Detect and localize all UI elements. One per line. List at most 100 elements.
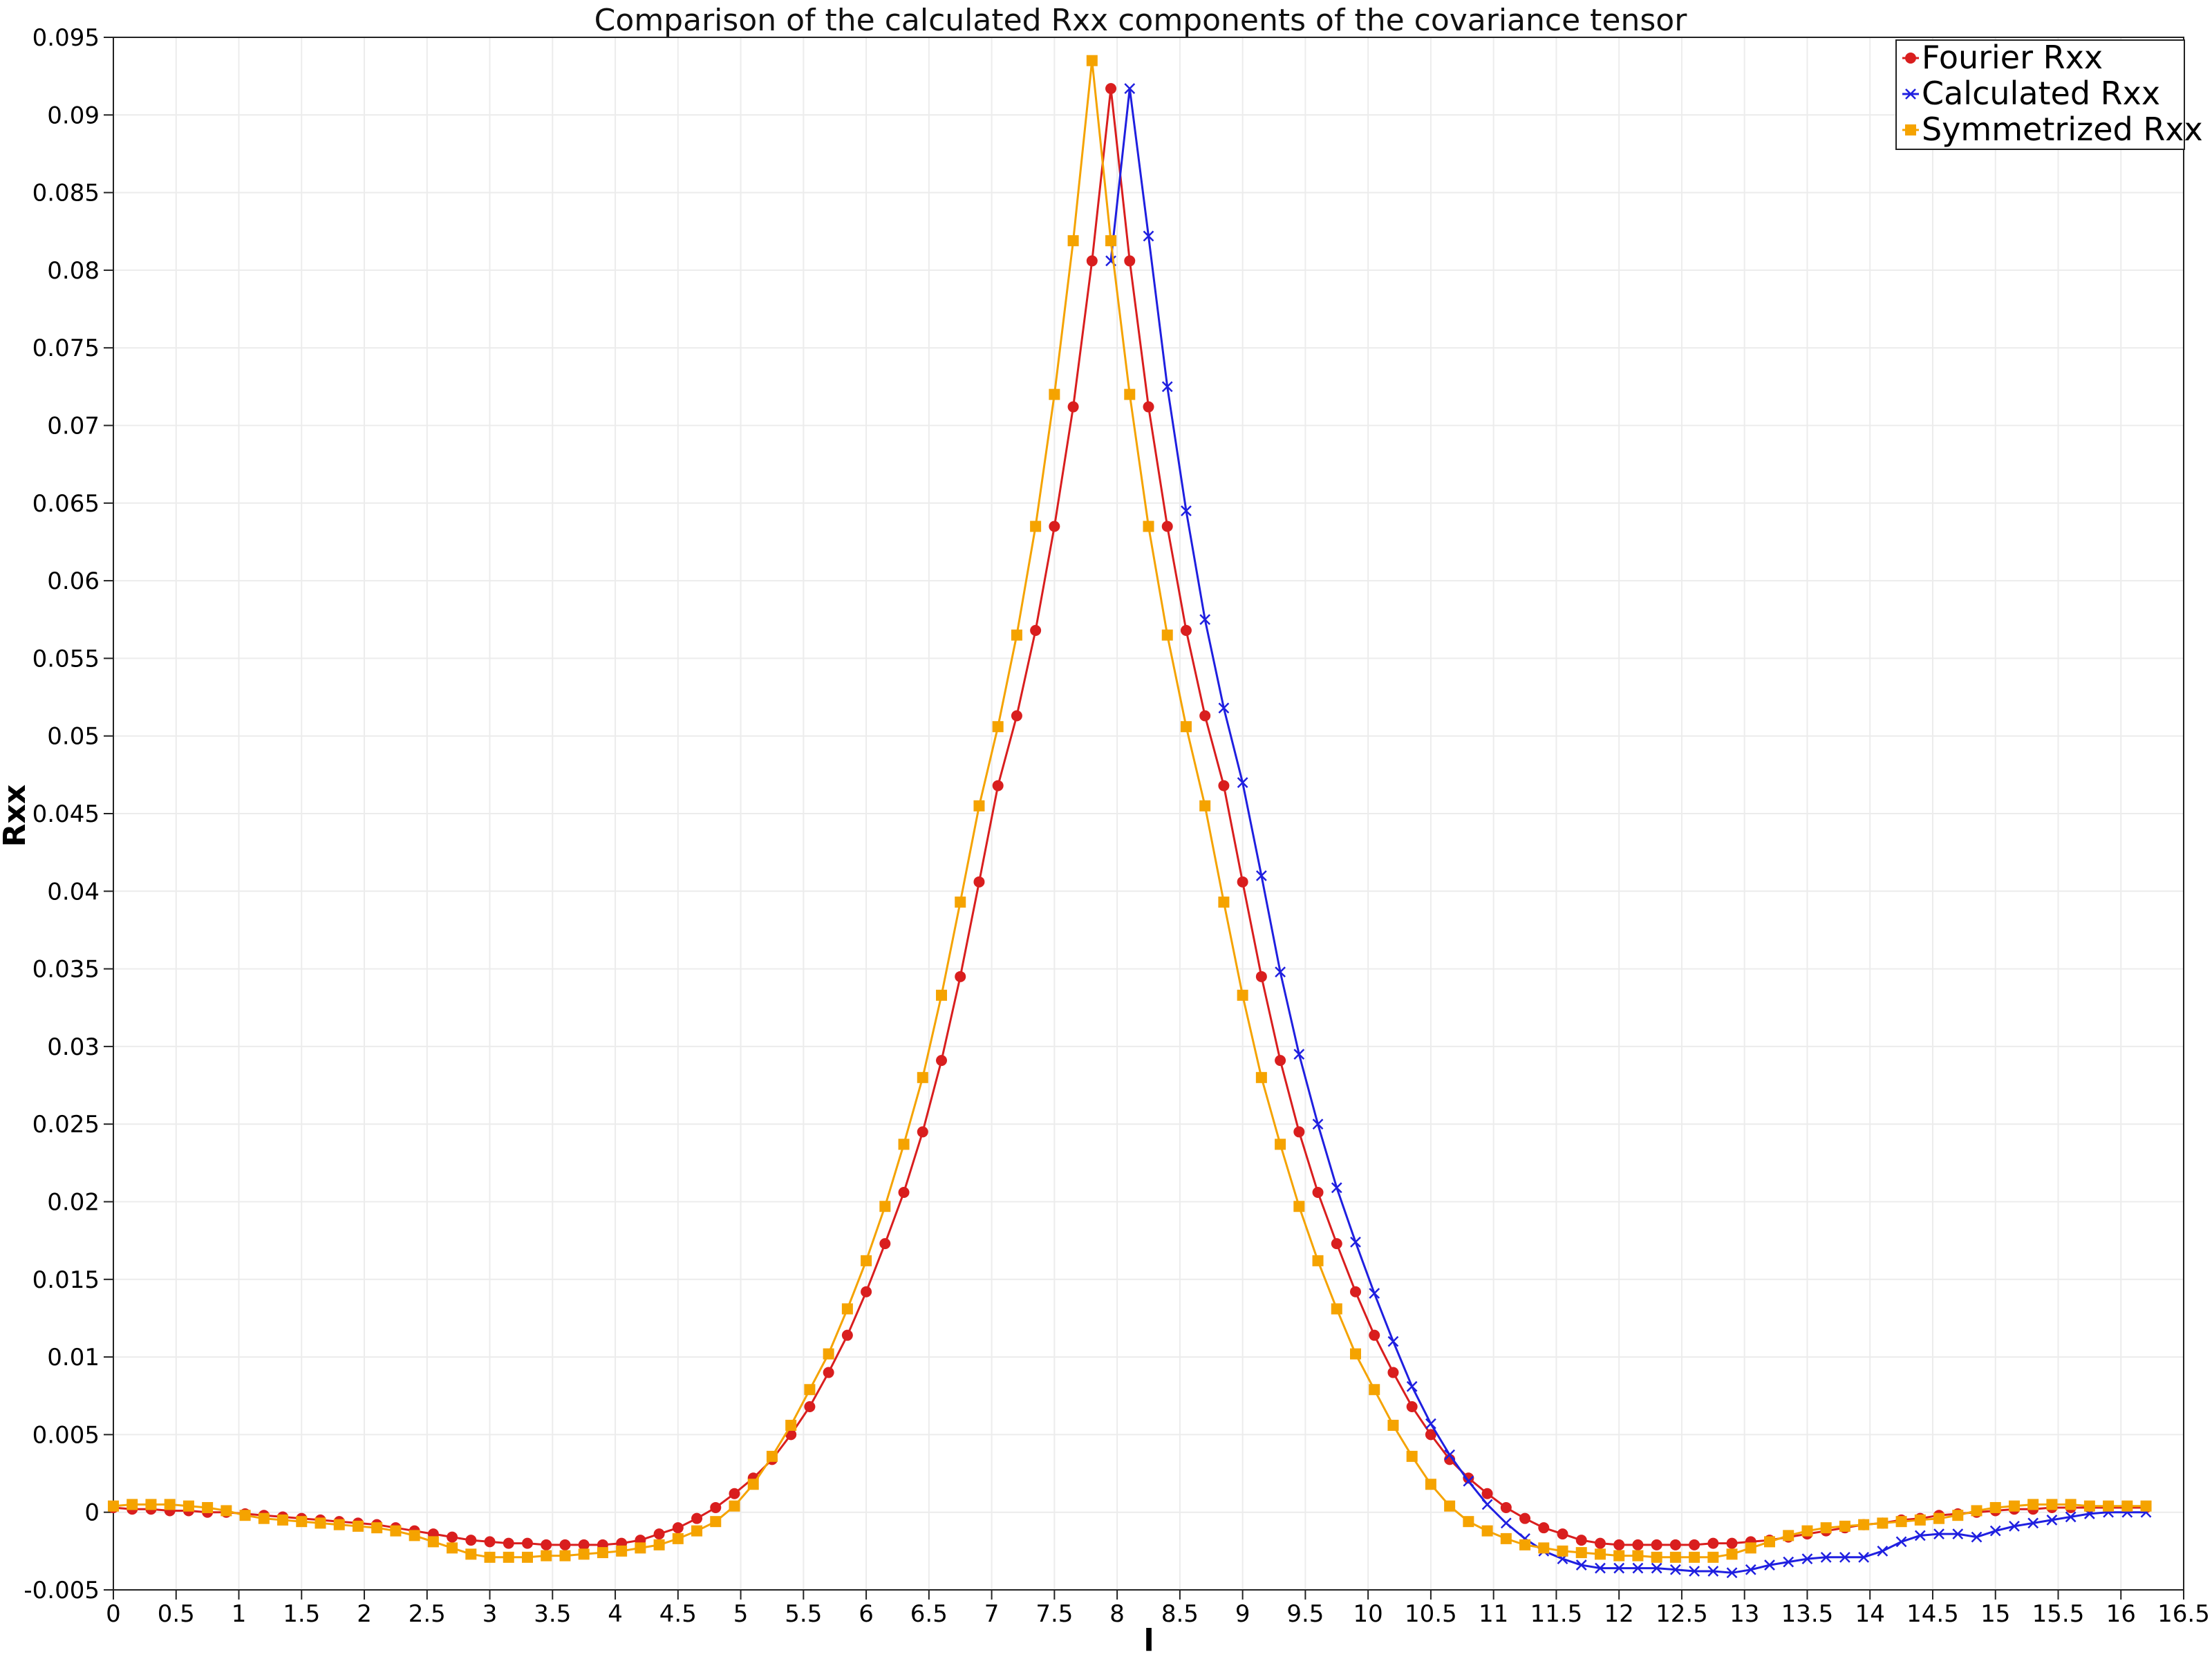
data-point [1199,710,1211,722]
data-point [108,1500,119,1512]
data-point [1369,1288,1380,1299]
data-point [898,1138,910,1150]
x-tick-label: 3.5 [534,1600,571,1628]
data-point [841,1329,853,1341]
data-point [1669,1551,1681,1563]
data-point [541,1550,552,1562]
data-point [1312,1255,1324,1266]
data-point [1613,1539,1625,1550]
data-point [258,1512,270,1524]
x-tick-label: 10.5 [1405,1600,1457,1628]
data-point [804,1400,816,1412]
data-point [1895,1536,1907,1548]
data-point [484,1551,496,1563]
data-point [710,1516,722,1528]
data-point [352,1520,364,1532]
data-point [992,780,1004,791]
x-tick-label: 4.5 [659,1600,697,1628]
data-point [1067,235,1079,247]
data-point [1557,1545,1568,1557]
data-point [823,1367,834,1378]
data-point [1519,1539,1531,1550]
y-tick-label: 0.015 [32,1266,100,1294]
data-point [1350,1348,1361,1360]
data-point [1049,521,1060,532]
data-point [2121,1500,2133,1512]
data-point [1538,1542,1550,1554]
x-tick-label: 16 [2106,1600,2136,1628]
x-tick-label: 4 [608,1600,623,1628]
data-point [1877,1545,1888,1557]
data-point [2103,1500,2115,1512]
series-line [113,60,2146,1559]
y-tick-label: 0.04 [47,878,100,906]
data-point [1444,1449,1456,1461]
data-point [1143,230,1154,242]
data-point [1406,1400,1418,1412]
data-point [841,1303,853,1315]
data-point [1218,897,1230,908]
x-tick-label: 9 [1235,1600,1250,1628]
data-point [1275,1055,1286,1067]
y-tick-label: 0.005 [32,1421,100,1449]
data-point [1387,1367,1399,1378]
data-point [1124,83,1136,95]
data-point [861,1255,872,1266]
data-point [1801,1553,1813,1564]
data-point [1726,1537,1738,1549]
data-point [1293,1201,1305,1212]
y-axis-label: Rxx [0,785,32,847]
data-point [691,1525,703,1537]
data-point [1180,721,1192,733]
y-tick-label: 0.01 [47,1344,100,1371]
data-point [1594,1537,1606,1549]
data-point [785,1419,797,1431]
y-tick-label: 0.05 [47,723,100,751]
data-point [1406,1380,1418,1392]
data-point [1406,1450,1418,1462]
data-point [2027,1517,2039,1529]
data-point [1086,55,1098,66]
x-tick-label: 2 [357,1600,372,1628]
data-point [1463,1475,1474,1487]
x-tick-label: 5.5 [785,1600,822,1628]
data-point [1275,966,1286,977]
x-tick-label: 14.5 [1906,1600,1959,1628]
data-point [1689,1566,1700,1577]
data-point [1689,1551,1700,1563]
y-tick-label: -0.005 [24,1577,100,1604]
data-point [1425,1418,1436,1430]
data-point [597,1547,608,1559]
data-point [1067,401,1079,413]
x-tick-label: 16.5 [2157,1600,2210,1628]
data-point [578,1539,590,1550]
data-point [653,1539,665,1550]
data-point [1293,1049,1305,1060]
y-tick-label: 0.055 [32,645,100,673]
data-point [1312,1187,1324,1199]
data-point [1161,521,1173,532]
data-point [1011,629,1022,641]
data-point [1613,1550,1625,1562]
y-tick-label: 0.065 [32,490,100,518]
data-point [1237,989,1248,1001]
data-point [239,1510,251,1521]
data-point [1030,624,1042,636]
data-point [917,1071,928,1083]
data-point [879,1201,891,1212]
data-point [955,897,966,908]
data-point [164,1499,176,1510]
data-point [1180,624,1192,636]
data-point [465,1548,477,1560]
data-point [2046,1515,2058,1526]
data-point [1745,1542,1756,1554]
data-point [559,1539,571,1550]
data-point [1764,1536,1775,1548]
data-point [126,1499,138,1510]
data-point [1463,1516,1474,1528]
data-point [503,1537,514,1549]
x-tick-label: 12 [1604,1600,1634,1628]
data-point [1707,1537,1719,1549]
data-point [1218,780,1230,791]
